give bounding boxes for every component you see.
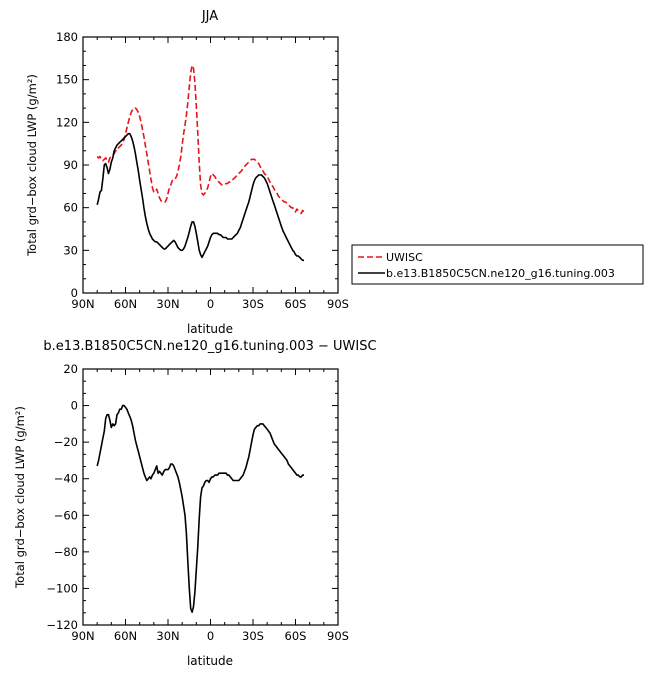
top-x-tick-label: 90S [327, 297, 349, 311]
axis-ticks: 90N 60N 30N 0 30S 60S 90S 0 30 60 90 120 150 180 [56, 30, 349, 311]
diff-x-tick-label: 90S [327, 629, 349, 643]
top-y-tick-label: 120 [56, 115, 78, 129]
bottom-panel: b.e13.B1850C5CN.ne120_g16.tuning.003 − U… [13, 339, 377, 668]
diff-y-tick-label: −100 [46, 581, 78, 595]
diff-y-tick-label: −80 [54, 545, 78, 559]
legend-label-uwisc: UWISC [386, 251, 423, 264]
diff-y-tick-label: −60 [54, 508, 78, 522]
top-x-tick-label: 30N [156, 297, 179, 311]
diff-x-tick-label: 0 [207, 629, 214, 643]
diff-y-tick-label: −20 [54, 435, 78, 449]
top-y-tick-label: 180 [56, 30, 78, 44]
chart-title: JJA [201, 9, 218, 24]
top-y-tick-label: 60 [63, 201, 78, 215]
legend: UWISC b.e13.B1850C5CN.ne120_g16.tuning.0… [351, 244, 644, 285]
diff-y-tick-label: 0 [71, 399, 78, 413]
diff-x-tick-label: 60S [285, 629, 307, 643]
y-axis-label: Total grd−box cloud LWP (g/m²) [25, 74, 39, 257]
top-x-tick-label: 90N [71, 297, 94, 311]
diff-series-lines [96, 404, 304, 614]
top-series-line-0 [96, 64, 305, 215]
diff-y-tick-label: −120 [46, 618, 78, 632]
diff-x-tick-label: 60N [114, 629, 137, 643]
diff-y-tick-label: −40 [54, 472, 78, 486]
diff-x-tick-label: 30S [242, 629, 264, 643]
top-y-tick-label: 0 [71, 286, 78, 300]
plot-frame [82, 36, 339, 294]
top-x-tick-label: 60S [285, 297, 307, 311]
x-axis-label: latitude [187, 322, 233, 336]
diff-x-tick-label: 90N [71, 629, 94, 643]
diff-chart-title: b.e13.B1850C5CN.ne120_g16.tuning.003 − U… [43, 339, 376, 354]
top-panel: JJA latitude Total grd−box cloud LWP (g/… [25, 9, 644, 336]
top-y-tick-label: 90 [63, 158, 78, 172]
top-x-tick-label: 0 [207, 297, 214, 311]
diff-x-axis-label: latitude [187, 654, 233, 668]
top-x-tick-label: 60N [114, 297, 137, 311]
legend-label-model: b.e13.B1850C5CN.ne120_g16.tuning.003 [386, 267, 615, 280]
diff-y-axis-label: Total grd−box cloud LWP (g/m²) [13, 406, 27, 589]
series-lines [96, 64, 305, 262]
top-y-tick-label: 150 [56, 73, 78, 87]
diff-y-tick-label: 20 [63, 362, 78, 376]
diff-axis-ticks: 90N 60N 30N 0 30S 60S 90S −120 −100 −80 −60 −40 −20 0… [46, 362, 349, 643]
top-x-tick-label: 30S [242, 297, 264, 311]
top-series-line-1 [96, 132, 304, 262]
top-y-tick-label: 30 [63, 243, 78, 257]
legend-box [351, 244, 644, 285]
diff-x-tick-label: 30N [156, 629, 179, 643]
diff-series-line-0 [96, 404, 304, 614]
